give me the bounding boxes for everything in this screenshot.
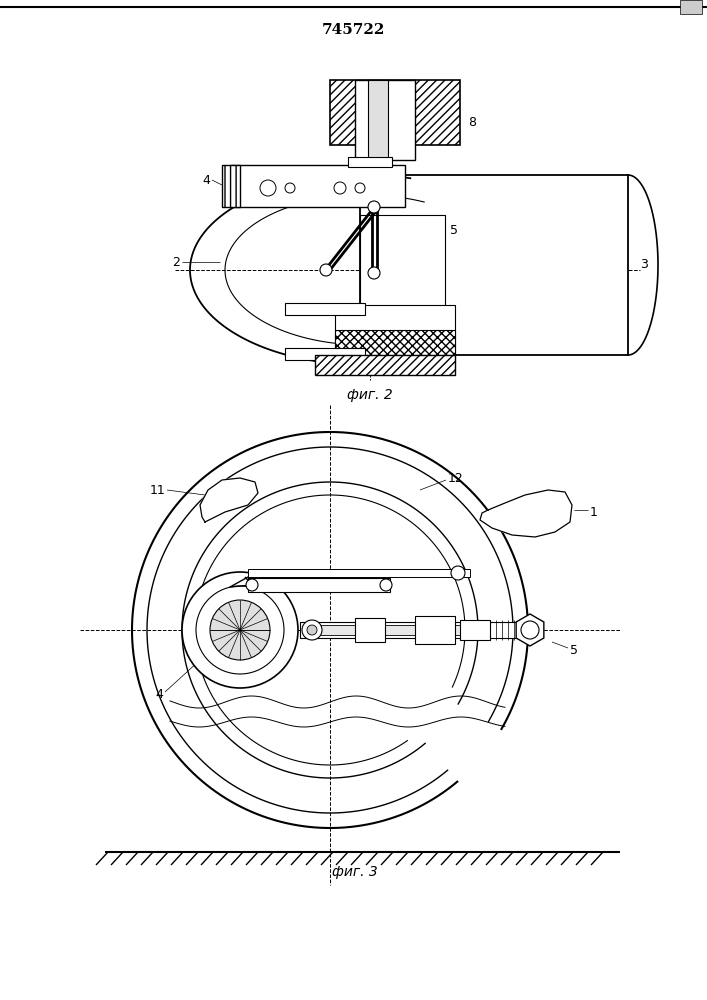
Circle shape bbox=[246, 579, 258, 591]
Circle shape bbox=[451, 566, 465, 580]
Circle shape bbox=[285, 183, 295, 193]
Polygon shape bbox=[480, 490, 572, 537]
Bar bbox=[285, 303, 365, 315]
Text: 5: 5 bbox=[450, 224, 458, 236]
Circle shape bbox=[380, 579, 392, 591]
Text: 2: 2 bbox=[172, 255, 180, 268]
Circle shape bbox=[334, 182, 346, 194]
Text: 1: 1 bbox=[590, 506, 598, 518]
Bar bbox=[680, 0, 702, 14]
Bar bbox=[348, 157, 392, 167]
Bar bbox=[315, 355, 455, 375]
Bar bbox=[360, 175, 628, 355]
Circle shape bbox=[260, 180, 276, 196]
Bar bbox=[415, 616, 455, 644]
Bar bbox=[368, 80, 388, 164]
Circle shape bbox=[368, 267, 380, 279]
Bar bbox=[285, 348, 365, 360]
Text: 5: 5 bbox=[570, 644, 578, 656]
Bar bbox=[248, 578, 390, 592]
Circle shape bbox=[182, 572, 298, 688]
Text: фиг. 3: фиг. 3 bbox=[332, 865, 378, 879]
Bar bbox=[308, 625, 488, 635]
Circle shape bbox=[210, 600, 270, 660]
Circle shape bbox=[521, 621, 539, 639]
Text: фиг. 2: фиг. 2 bbox=[347, 388, 393, 402]
Text: 11: 11 bbox=[149, 484, 165, 496]
Text: 3: 3 bbox=[640, 258, 648, 271]
Polygon shape bbox=[200, 478, 258, 522]
Bar bbox=[355, 618, 385, 642]
Bar bbox=[248, 569, 470, 577]
Text: 745722: 745722 bbox=[321, 23, 385, 37]
Text: 4: 4 bbox=[155, 688, 163, 702]
Bar bbox=[300, 622, 540, 638]
Circle shape bbox=[307, 625, 317, 635]
Circle shape bbox=[355, 183, 365, 193]
Bar bbox=[330, 80, 460, 145]
Bar bbox=[335, 305, 455, 355]
Polygon shape bbox=[516, 614, 544, 646]
Bar bbox=[355, 80, 415, 160]
Bar bbox=[335, 330, 455, 355]
Text: 4: 4 bbox=[202, 174, 210, 186]
Bar bbox=[222, 165, 240, 207]
Circle shape bbox=[368, 201, 380, 213]
Circle shape bbox=[196, 586, 284, 674]
Circle shape bbox=[320, 264, 332, 276]
Bar bbox=[230, 165, 405, 207]
Circle shape bbox=[302, 620, 322, 640]
Bar bbox=[360, 215, 445, 310]
Bar bbox=[460, 620, 490, 640]
Text: 12: 12 bbox=[448, 472, 464, 485]
Text: 8: 8 bbox=[468, 115, 476, 128]
